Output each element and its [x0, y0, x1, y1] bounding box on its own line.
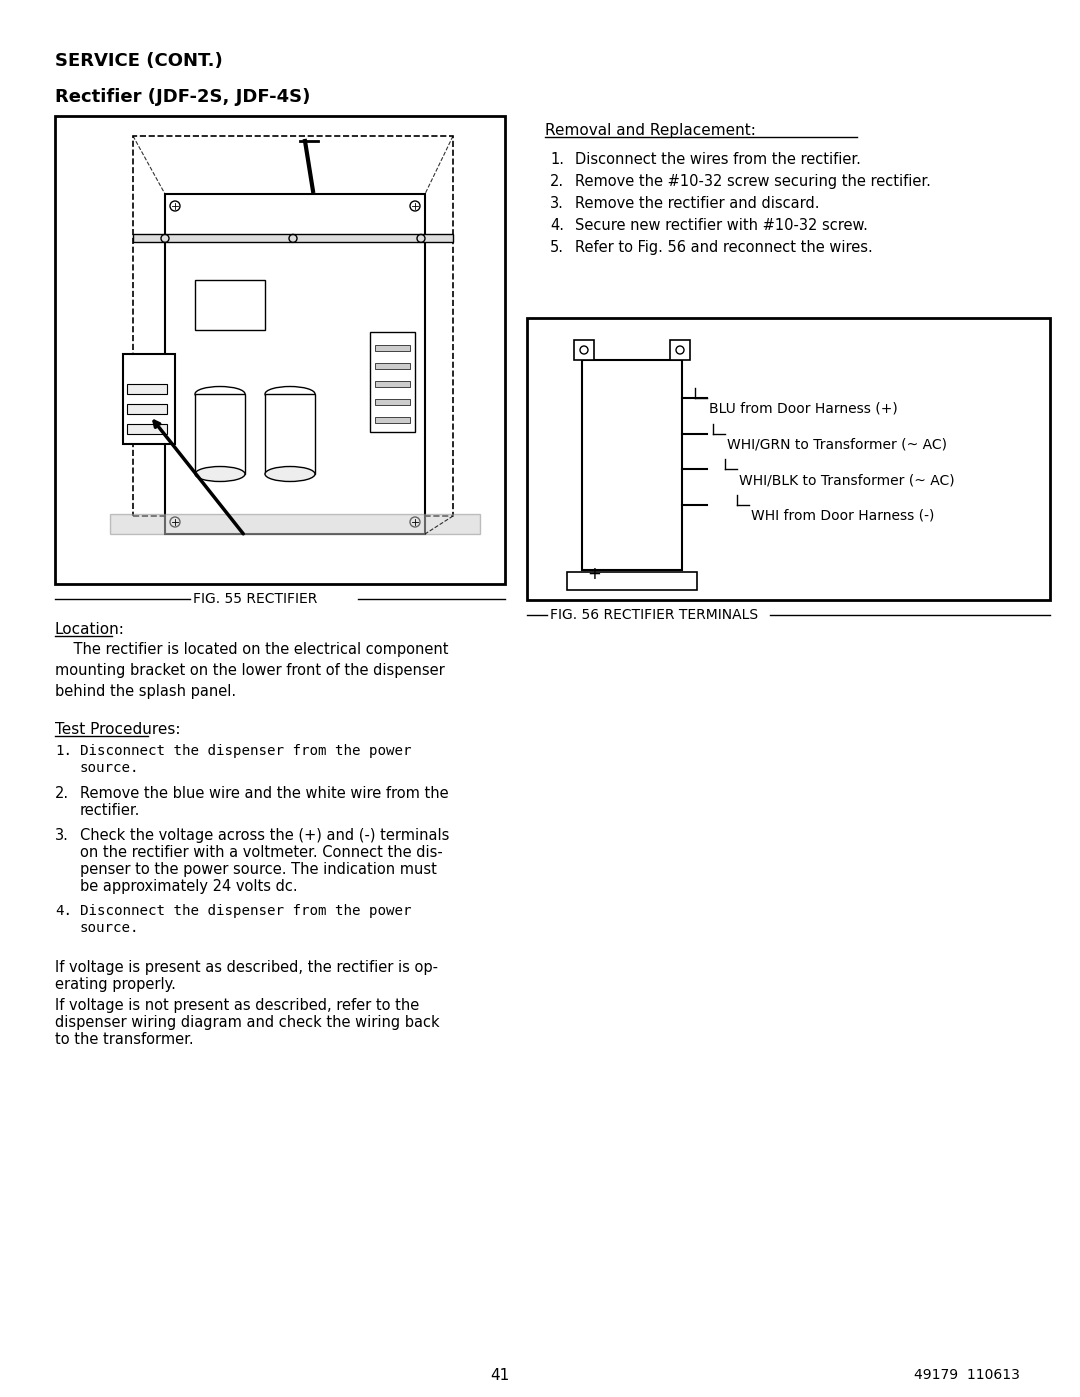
Bar — [670, 339, 690, 360]
Text: Test Procedures:: Test Procedures: — [55, 722, 180, 738]
Bar — [127, 384, 167, 394]
Text: If voltage is present as described, the rectifier is op-: If voltage is present as described, the … — [55, 960, 438, 975]
Text: Remove the blue wire and the white wire from the: Remove the blue wire and the white wire … — [80, 787, 448, 800]
Text: erating properly.: erating properly. — [55, 977, 176, 992]
Text: Secure new rectifier with #10-32 screw.: Secure new rectifier with #10-32 screw. — [575, 218, 868, 233]
Text: Refer to Fig. 56 and reconnect the wires.: Refer to Fig. 56 and reconnect the wires… — [575, 240, 873, 256]
Text: Remove the rectifier and discard.: Remove the rectifier and discard. — [575, 196, 820, 211]
Text: source.: source. — [80, 761, 139, 775]
Text: If voltage is not present as described, refer to the: If voltage is not present as described, … — [55, 997, 419, 1013]
Text: 4.: 4. — [550, 218, 564, 233]
Text: dispenser wiring diagram and check the wiring back: dispenser wiring diagram and check the w… — [55, 1016, 440, 1030]
Bar — [133, 235, 453, 243]
Text: Check the voltage across the (+) and (-) terminals: Check the voltage across the (+) and (-)… — [80, 828, 449, 842]
Text: Disconnect the wires from the rectifier.: Disconnect the wires from the rectifier. — [575, 152, 861, 168]
Bar — [573, 339, 594, 360]
Ellipse shape — [195, 467, 245, 482]
Text: 2.: 2. — [550, 175, 564, 189]
Text: 4.: 4. — [55, 904, 72, 918]
Text: FIG. 56 RECTIFIER TERMINALS: FIG. 56 RECTIFIER TERMINALS — [550, 608, 758, 622]
Text: to the transformer.: to the transformer. — [55, 1032, 193, 1046]
Text: 41: 41 — [490, 1368, 510, 1383]
Bar — [375, 381, 410, 387]
Bar — [527, 319, 1050, 599]
Text: source.: source. — [80, 921, 139, 935]
Bar — [375, 416, 410, 423]
Text: 49179  110613: 49179 110613 — [914, 1368, 1020, 1382]
Text: Removal and Replacement:: Removal and Replacement: — [545, 123, 756, 138]
Text: 5.: 5. — [550, 240, 564, 256]
Text: BLU from Door Harness (+): BLU from Door Harness (+) — [708, 402, 897, 416]
Ellipse shape — [195, 387, 245, 401]
Bar — [375, 363, 410, 369]
Text: rectifier.: rectifier. — [80, 803, 140, 819]
Bar — [567, 571, 697, 590]
Text: be approximately 24 volts dc.: be approximately 24 volts dc. — [80, 879, 298, 894]
Text: WHI/BLK to Transformer (~ AC): WHI/BLK to Transformer (~ AC) — [739, 474, 955, 488]
Text: on the rectifier with a voltmeter. Connect the dis-: on the rectifier with a voltmeter. Conne… — [80, 845, 443, 861]
Text: SERVICE (CONT.): SERVICE (CONT.) — [55, 52, 222, 70]
Text: 3.: 3. — [55, 828, 69, 842]
Bar — [110, 514, 480, 534]
Text: The rectifier is located on the electrical component
mounting bracket on the low: The rectifier is located on the electric… — [55, 643, 448, 698]
Bar — [375, 345, 410, 351]
Bar — [55, 116, 505, 584]
Text: Remove the #10-32 screw securing the rectifier.: Remove the #10-32 screw securing the rec… — [575, 175, 931, 189]
Text: 3.: 3. — [550, 196, 564, 211]
Ellipse shape — [265, 467, 315, 482]
Bar — [127, 425, 167, 434]
Text: Rectifier (JDF-2S, JDF-4S): Rectifier (JDF-2S, JDF-4S) — [55, 88, 310, 106]
Text: 2.: 2. — [55, 787, 69, 800]
Bar — [370, 332, 415, 432]
Bar — [195, 394, 245, 474]
Text: 1.: 1. — [55, 745, 72, 759]
Bar — [375, 400, 410, 405]
Text: penser to the power source. The indication must: penser to the power source. The indicati… — [80, 862, 437, 877]
Bar — [133, 136, 453, 515]
Text: WHI from Door Harness (-): WHI from Door Harness (-) — [751, 509, 934, 522]
Text: WHI/GRN to Transformer (~ AC): WHI/GRN to Transformer (~ AC) — [727, 437, 947, 451]
Text: 1.: 1. — [550, 152, 564, 168]
Bar — [165, 194, 426, 534]
Ellipse shape — [265, 387, 315, 401]
Bar — [195, 279, 265, 330]
Bar — [127, 404, 167, 414]
Text: +: + — [588, 564, 600, 583]
Text: Disconnect the dispenser from the power: Disconnect the dispenser from the power — [80, 745, 411, 759]
Bar — [265, 394, 315, 474]
Text: FIG. 55 RECTIFIER: FIG. 55 RECTIFIER — [193, 592, 318, 606]
Text: Location:: Location: — [55, 622, 125, 637]
Text: Disconnect the dispenser from the power: Disconnect the dispenser from the power — [80, 904, 411, 918]
Bar — [582, 360, 681, 570]
Bar — [123, 353, 175, 444]
